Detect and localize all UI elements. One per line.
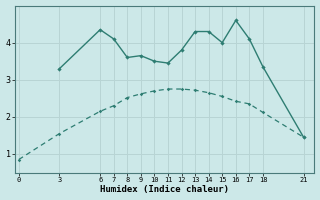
- X-axis label: Humidex (Indice chaleur): Humidex (Indice chaleur): [100, 185, 229, 194]
